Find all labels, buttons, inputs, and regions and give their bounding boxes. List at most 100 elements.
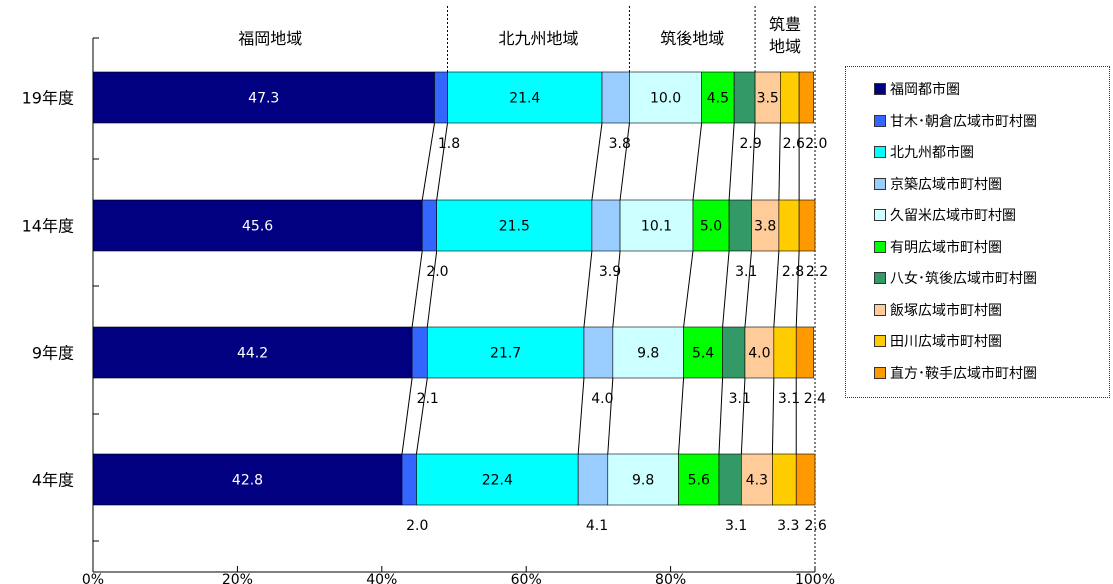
- bar-segment: [773, 326, 797, 379]
- bar-segment: [607, 453, 679, 506]
- legend-label: 直方･鞍手広域市町村圏: [890, 365, 1037, 382]
- data-label: 4.5: [707, 91, 729, 107]
- data-label-below: 2.6: [783, 136, 805, 152]
- bar-segment: [434, 71, 448, 124]
- x-tick-label: 20%: [222, 572, 253, 584]
- bar-segment: [92, 453, 403, 506]
- category-label: 19年度: [22, 89, 74, 108]
- data-label: 4.0: [748, 346, 770, 362]
- legend: 福岡都市圏 甘木･朝倉広域市町村圏 北九州都市圏 京築広域市町村圏 久留米広域市町村圏有…: [845, 66, 1110, 398]
- data-label-below: 3.1: [725, 518, 747, 534]
- legend-label: 甘木･朝倉広域市町村圏: [890, 113, 1037, 130]
- legend-swatch: [874, 177, 886, 190]
- legend-swatch: [874, 335, 886, 347]
- legend-swatch: [874, 83, 886, 95]
- data-label-below: 2.6: [804, 518, 826, 534]
- bar-segment: [741, 453, 773, 506]
- bar-segment: [722, 326, 746, 379]
- bar-segment: [798, 71, 814, 124]
- data-label-below: 2.0: [406, 518, 428, 534]
- bar-segment: [780, 71, 800, 124]
- x-tick-label: 80%: [655, 572, 686, 584]
- region-header-chikuho-line2: 地域: [769, 37, 801, 56]
- data-label-below: 3.8: [609, 136, 631, 152]
- data-label: 22.4: [482, 473, 513, 489]
- series-connector-line: [583, 250, 593, 328]
- series-connector-line: [607, 377, 614, 455]
- series-connector-line: [771, 377, 775, 455]
- category-label: 4年度: [32, 471, 74, 490]
- series-connector-line: [577, 377, 585, 455]
- bar-segment: [778, 199, 800, 252]
- data-label: 3.5: [757, 91, 779, 107]
- bar-segment: [683, 326, 723, 379]
- bar-segment: [772, 453, 797, 506]
- data-label-below: 2.8: [782, 264, 804, 280]
- bar-segment: [744, 326, 775, 379]
- data-label: 10.0: [650, 91, 681, 107]
- data-label-below: 4.1: [586, 518, 608, 534]
- data-label: 21.5: [499, 219, 530, 235]
- bar-segment: [754, 71, 781, 124]
- legend-item: 久留米広域市町村圏: [874, 204, 1016, 226]
- bar-segment: [795, 326, 814, 379]
- bar-segment: [601, 71, 630, 124]
- data-label-below: 2.0: [426, 264, 448, 280]
- bar-segment: [416, 453, 579, 506]
- data-label: 4.3: [746, 473, 768, 489]
- data-label-below: 2.9: [739, 136, 761, 152]
- series-connector-line: [683, 250, 694, 328]
- bar-segment: [591, 199, 621, 252]
- category-label: 14年度: [22, 217, 74, 236]
- data-label-below: 3.1: [778, 391, 800, 407]
- series-connector-line: [778, 122, 781, 201]
- bar-segment: [92, 71, 435, 124]
- data-label: 3.8: [754, 219, 776, 235]
- bar-segment: [751, 199, 780, 252]
- bar-segment: [619, 199, 694, 252]
- data-label: 21.7: [490, 346, 521, 362]
- data-label: 44.2: [237, 346, 268, 362]
- data-label: 5.6: [688, 473, 710, 489]
- bar-segment: [401, 453, 417, 506]
- legend-swatch: [874, 114, 886, 127]
- data-label-below: 2.4: [804, 391, 826, 407]
- bar-segment: [701, 71, 735, 124]
- data-label-below: 3.1: [729, 391, 751, 407]
- series-connector-line: [411, 250, 423, 328]
- region-header-fukuoka: 福岡地域: [238, 29, 302, 48]
- legend-item: 甘木･朝倉広域市町村圏: [874, 110, 1037, 132]
- legend-item: 福岡都市圏: [874, 78, 960, 100]
- data-label: 10.1: [641, 219, 672, 235]
- data-label: 5.4: [692, 346, 714, 362]
- series-connector-line: [421, 122, 435, 201]
- data-label: 47.3: [248, 91, 279, 107]
- series-connector-line: [612, 250, 621, 328]
- data-label: 42.8: [232, 473, 263, 489]
- series-connector-line: [750, 122, 756, 201]
- data-label: 9.8: [632, 473, 654, 489]
- series-connector-line: [740, 377, 746, 455]
- series-connector-line: [426, 250, 438, 328]
- legend-label: 飯塚広域市町村圏: [890, 302, 1002, 319]
- legend-swatch: [874, 146, 886, 158]
- bar-segment: [795, 453, 816, 506]
- data-label-below: 3.3: [777, 518, 799, 534]
- legend-label: 久留米広域市町村圏: [890, 208, 1016, 224]
- category-label: 9年度: [32, 344, 74, 363]
- legend-label: 田川広域市町村圏: [890, 334, 1002, 350]
- legend-item: 京築広域市町村圏: [874, 173, 1002, 195]
- data-label: 45.6: [242, 219, 273, 235]
- bar-segment: [718, 453, 742, 506]
- legend-label: 福岡都市圏: [890, 82, 960, 98]
- legend-swatch: [874, 303, 886, 316]
- series-connector-line: [401, 377, 413, 455]
- bar-segment: [728, 199, 752, 252]
- data-label-below: 1.8: [438, 136, 460, 152]
- region-header-chikugo: 筑後地域: [660, 29, 724, 48]
- series-connector-line: [692, 122, 703, 201]
- legend-item: 有明広域市町村圏: [874, 236, 1002, 258]
- bar-segment: [436, 199, 593, 252]
- series-connector-line: [773, 250, 780, 328]
